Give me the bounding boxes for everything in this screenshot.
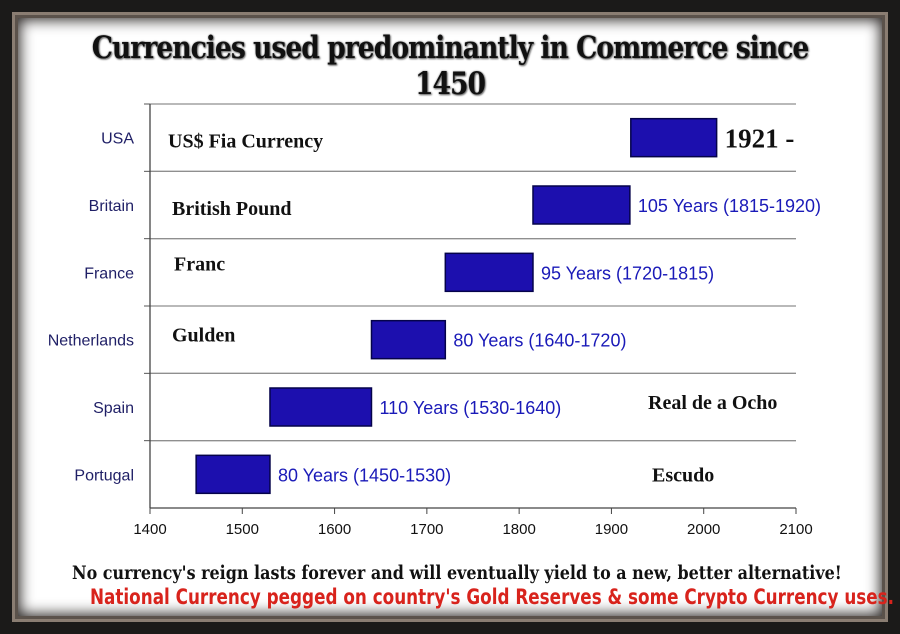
range-bar	[532, 185, 631, 225]
category-label: Portugal	[74, 467, 134, 484]
x-tick-label: 1600	[318, 521, 351, 538]
bar-value-label: 80 Years (1640-1720)	[453, 331, 626, 351]
category-label: Netherlands	[48, 333, 134, 350]
currency-name-label: US$ Fia Currency	[168, 131, 323, 153]
range-bar	[630, 117, 718, 158]
bar-value-label: 110 Years (1530-1640)	[379, 398, 561, 418]
range-bar	[444, 252, 534, 293]
x-tick-label: 1800	[502, 521, 535, 538]
x-ticks-layer: 1400 1500 1600 1700 1800 1900 2000 2100	[133, 508, 813, 538]
labels-layer: USA 1921 - US$ Fia Currency Britain 105 Year…	[48, 124, 821, 487]
footer-line-2: National Currency pegged on country's Go…	[90, 585, 895, 609]
currency-name-label: Gulden	[172, 325, 235, 347]
x-tick-label: 1400	[133, 521, 166, 538]
category-label: USA	[101, 131, 134, 148]
grid-layer	[144, 103, 796, 442]
currency-name-label: Franc	[174, 253, 225, 275]
currency-name-label: British Pound	[172, 198, 291, 220]
x-tick-label: 1500	[226, 521, 259, 538]
range-bar	[195, 454, 271, 495]
chart-title: Currencies used predominantly in Commerc…	[91, 30, 810, 102]
footer-line-1: No currency's reign lasts forever and wi…	[72, 562, 842, 584]
currency-name-label: Escudo	[652, 464, 714, 486]
bar-value-label: 105 Years (1815-1920)	[638, 196, 821, 216]
bars-layer	[195, 117, 718, 495]
range-bar	[370, 319, 447, 360]
category-label: Spain	[93, 400, 134, 417]
bar-value-label: 1921 -	[725, 124, 795, 154]
category-label: Britain	[89, 198, 134, 215]
currency-name-label: Real de a Ocho	[648, 392, 777, 414]
category-label: France	[84, 265, 134, 282]
x-tick-label: 2100	[779, 521, 812, 538]
bar-value-label: 80 Years (1450-1530)	[278, 465, 451, 485]
x-tick-label: 2000	[687, 521, 720, 538]
range-bar	[269, 387, 373, 427]
bar-value-label: 95 Years (1720-1815)	[541, 263, 714, 283]
x-tick-label: 1900	[595, 521, 628, 538]
x-tick-label: 1700	[410, 521, 443, 538]
